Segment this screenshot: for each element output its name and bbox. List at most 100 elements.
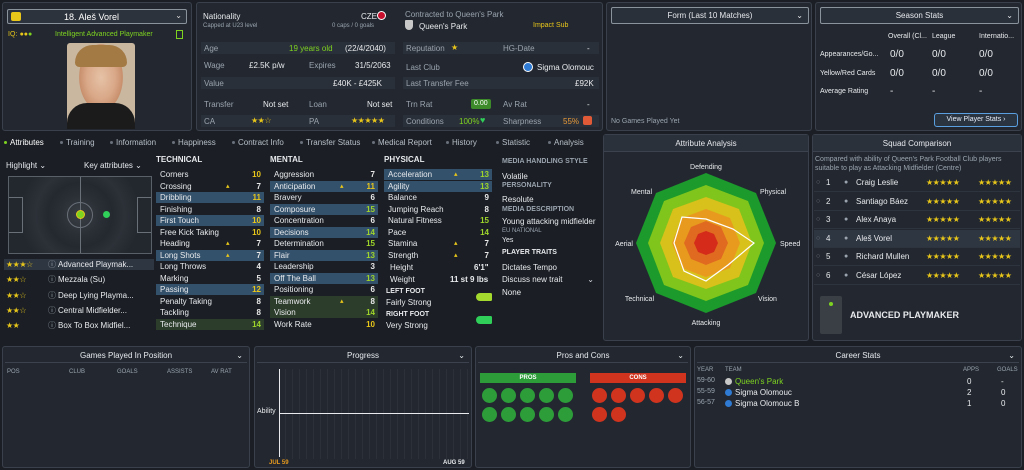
pro-trait-icon[interactable] [520,407,535,422]
club-name[interactable]: Queen's Park [419,22,468,31]
attribute-row[interactable]: Decisions 14 [270,226,378,238]
attribute-row[interactable]: Acceleration ▴ 13 [384,169,492,180]
pro-trait-icon[interactable] [558,388,573,403]
comparison-row[interactable]: ○ 6 ● César López ★★★★★ ★★★★★ [814,267,1020,285]
career-team[interactable]: Sigma Olomouc B [735,399,800,408]
attribute-row[interactable]: Determination 15 [270,238,378,249]
career-stats-dropdown[interactable]: Career Stats ⌄ [697,349,1019,363]
season-dropdown[interactable]: Season Stats ⌄ [820,7,1019,24]
attribute-value: 8 [256,296,261,306]
av-rat-label: Av Rat [503,100,527,109]
pro-trait-icon[interactable] [501,407,516,422]
attribute-row[interactable]: Work Rate 10 [270,319,378,330]
cons-header: CONS [590,373,686,383]
con-trait-icon[interactable] [592,407,607,422]
career-team[interactable]: Sigma Olomouc [735,388,792,397]
pro-trait-icon[interactable] [482,388,497,403]
tab-contract-info[interactable]: Contract Info [232,138,284,147]
attribute-row[interactable]: Strength ▴ 7 [384,250,492,261]
wage-label: Wage [204,61,225,70]
attribute-row[interactable]: Agility 13 [384,180,492,192]
games-played-dropdown[interactable]: Games Played In Position ⌄ [5,349,247,363]
attribute-row[interactable]: Balance 9 [384,192,492,203]
progress-dropdown[interactable]: Progress ⌄ [257,349,469,363]
attribute-row[interactable]: Corners 10 [156,169,264,180]
con-trait-icon[interactable] [611,388,626,403]
attribute-row[interactable]: Concentration 6 [270,215,378,226]
tab-statistic[interactable]: Statistic [496,138,530,147]
attribute-row[interactable]: Pace 14 [384,227,492,238]
role-row[interactable]: ★★ ⓘ Box To Box Midfiel... [4,320,154,331]
attribute-row[interactable]: Finishing 8 [156,204,264,215]
attribute-row[interactable]: Aggression 7 [270,169,378,180]
role-row[interactable]: ★★★☆ ⓘ Advanced Playmak... [4,259,154,270]
tab-training[interactable]: Training [60,138,95,147]
attribute-row[interactable]: Tackling 8 [156,307,264,318]
con-trait-icon[interactable] [630,388,645,403]
role-row[interactable]: ★★☆ ⓘ Mezzala (Su) [4,274,154,285]
tab-attributes[interactable]: Attributes [4,138,44,147]
con-trait-icon[interactable] [611,407,626,422]
pro-trait-icon[interactable] [482,407,497,422]
attribute-row[interactable]: Off The Ball 13 [270,272,378,284]
attribute-row[interactable]: Penalty Taking 8 [156,296,264,307]
comparison-row[interactable]: ○ 4 ● Aleš Vorel ★★★★★ ★★★★★ [814,229,1020,248]
attribute-row[interactable]: Long Throws 4 [156,261,264,272]
con-trait-icon[interactable] [649,388,664,403]
pro-trait-icon[interactable] [558,407,573,422]
comparison-row[interactable]: ○ 2 ● Santiago Báez ★★★★★ ★★★★★ [814,193,1020,211]
player-name-dropdown[interactable]: 18. Aleš Vorel ⌄ [7,9,187,24]
attribute-row[interactable]: Anticipation ▴ 11 [270,180,378,192]
attribute-row[interactable]: Positioning 6 [270,284,378,295]
attribute-row[interactable]: Dribbling 11 [156,192,264,203]
comparison-row[interactable]: ○ 1 ● Craig Leslie ★★★★★ ★★★★★ [814,174,1020,192]
attribute-row[interactable]: Heading ▴ 7 [156,238,264,249]
comparison-row[interactable]: ○ 5 ● Richard Mullen ★★★★★ ★★★★★ [814,248,1020,266]
ca-stars: ★★★★★ [926,270,960,280]
iq-dots: ●●● [19,31,33,38]
attribute-row[interactable]: Marking 5 [156,273,264,284]
comparison-row[interactable]: ○ 3 ● Alex Anaya ★★★★★ ★★★★★ [814,211,1020,229]
view-player-stats-button[interactable]: View Player Stats › [934,113,1018,127]
pro-trait-icon[interactable] [501,388,516,403]
attribute-row[interactable]: Passing 12 [156,284,264,295]
attribute-row[interactable]: Leadership 3 [270,261,378,272]
attribute-row[interactable]: Flair 13 [270,249,378,261]
career-team[interactable]: Queen's Park [735,377,784,386]
role-row[interactable]: ★★☆ ⓘ Central Midfielder... [4,305,154,316]
attribute-row[interactable]: Stamina ▴ 7 [384,238,492,249]
last-club-value[interactable]: Sigma Olomouc [537,63,594,72]
attribute-row[interactable]: Long Shots ▴ 7 [156,249,264,261]
attribute-row[interactable]: Jumping Reach 8 [384,204,492,215]
pro-trait-icon[interactable] [539,407,554,422]
tab-medical-report[interactable]: Medical Report [372,138,432,147]
pro-trait-icon[interactable] [539,388,554,403]
pros-cons-dropdown[interactable]: Pros and Cons ⌄ [478,349,688,363]
form-title: Form (Last 10 Matches) [667,11,753,20]
clipboard-icon[interactable] [176,30,183,39]
role-card[interactable]: ADVANCED PLAYMAKER [814,292,1020,338]
attribute-row[interactable]: Free Kick Taking 10 [156,227,264,238]
tab-history[interactable]: History [446,138,477,147]
attribute-row[interactable]: Natural Fitness 15 [384,215,492,226]
tab-information[interactable]: Information [110,138,156,147]
highlight-dropdown[interactable]: Highlight ⌄ [6,160,66,172]
role-row[interactable]: ★★☆ ⓘ Deep Lying Playma... [4,290,154,301]
con-trait-icon[interactable] [668,388,683,403]
tab-happiness[interactable]: Happiness [172,138,216,147]
form-dropdown[interactable]: Form (Last 10 Matches) ⌄ [611,7,809,24]
attribute-row[interactable]: Technique 14 [156,318,264,330]
con-trait-icon[interactable] [592,388,607,403]
key-attributes-dropdown[interactable]: Key attributes ⌄ [84,160,154,172]
attribute-row[interactable]: First Touch 10 [156,215,264,226]
attribute-row[interactable]: Bravery 6 [270,192,378,203]
last-club-label: Last Club [406,63,440,72]
pro-trait-icon[interactable] [520,388,535,403]
attribute-row[interactable]: Composure 15 [270,203,378,215]
discuss-trait-dropdown[interactable]: Discuss new trait ⌄ [502,275,596,286]
tab-analysis[interactable]: Analysis [548,138,584,147]
attribute-row[interactable]: Vision 14 [270,307,378,318]
attribute-row[interactable]: Teamwork ▴ 8 [270,295,378,307]
attribute-row[interactable]: Crossing ▴ 7 [156,181,264,192]
tab-transfer-status[interactable]: Transfer Status [300,138,360,147]
